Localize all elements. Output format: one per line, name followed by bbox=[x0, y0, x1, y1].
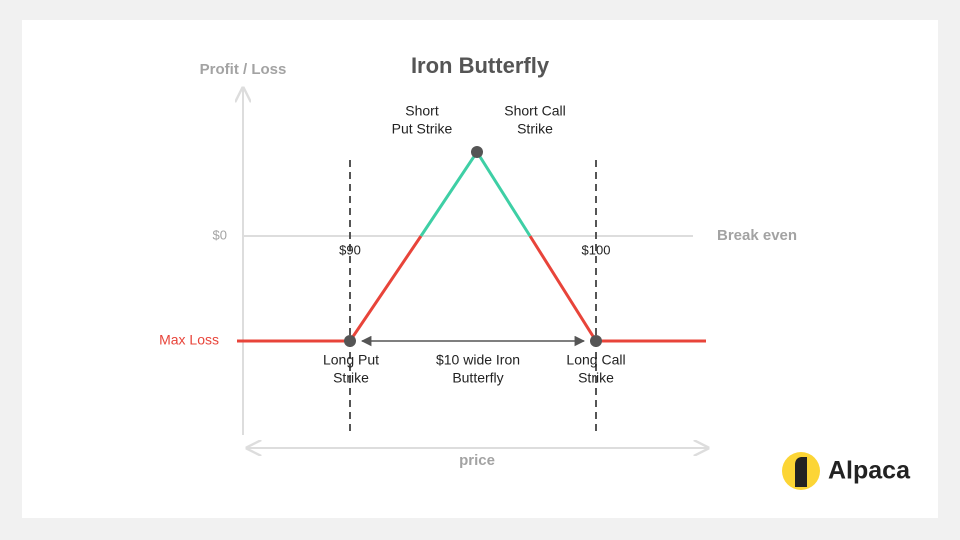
label-line: Put Strike bbox=[392, 121, 453, 137]
max-loss-label: Max Loss bbox=[159, 332, 219, 348]
strike-label: $90 bbox=[339, 242, 361, 257]
label-line: Short Call bbox=[504, 103, 565, 119]
zero-label: $0 bbox=[213, 227, 227, 242]
brand: Alpaca bbox=[828, 457, 911, 485]
title: Iron Butterfly bbox=[411, 53, 550, 78]
label-line: Short bbox=[405, 103, 439, 119]
label-line: Long Call bbox=[566, 352, 625, 368]
label-line: Strike bbox=[578, 370, 614, 386]
point bbox=[344, 335, 356, 347]
label-line: Butterfly bbox=[452, 370, 503, 386]
break-even-label: Break even bbox=[717, 227, 797, 244]
label-line: $10 wide Iron bbox=[436, 352, 520, 368]
label-line: Long Put bbox=[323, 352, 379, 368]
y-label: Profit / Loss bbox=[200, 61, 287, 78]
x-label: price bbox=[459, 452, 495, 469]
point bbox=[471, 146, 483, 158]
logo-glyph bbox=[795, 457, 807, 487]
label-line: Strike bbox=[333, 370, 369, 386]
strike-label: $100 bbox=[582, 242, 611, 257]
point bbox=[590, 335, 602, 347]
card bbox=[22, 20, 938, 518]
label-line: Strike bbox=[517, 121, 553, 137]
